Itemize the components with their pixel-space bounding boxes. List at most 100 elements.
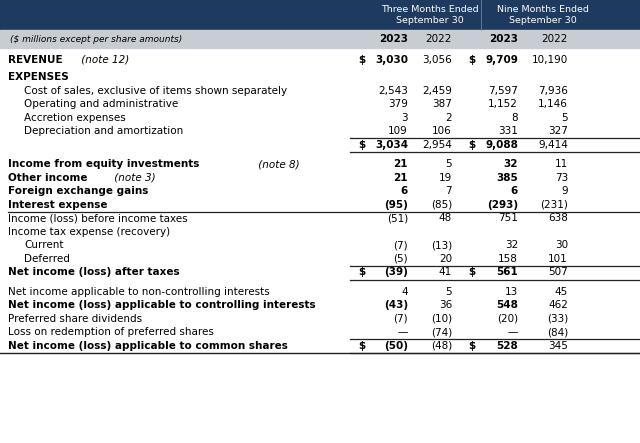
Text: 5: 5	[445, 287, 452, 297]
Text: $: $	[358, 341, 365, 351]
Text: 5: 5	[445, 159, 452, 169]
Text: 13: 13	[505, 287, 518, 297]
Text: 2: 2	[445, 113, 452, 123]
Text: 8: 8	[511, 113, 518, 123]
Text: (51): (51)	[387, 213, 408, 223]
Text: $: $	[358, 140, 365, 150]
Text: 2,954: 2,954	[422, 140, 452, 150]
Text: 6: 6	[511, 186, 518, 196]
Text: Net income (loss) applicable to controlling interests: Net income (loss) applicable to controll…	[8, 300, 316, 310]
Text: 2022: 2022	[541, 34, 568, 44]
Text: Net income (loss) after taxes: Net income (loss) after taxes	[8, 267, 180, 277]
Text: Operating and administrative: Operating and administrative	[24, 99, 179, 109]
Text: 2022: 2022	[426, 34, 452, 44]
Text: (231): (231)	[540, 200, 568, 210]
Text: (note 8): (note 8)	[255, 159, 300, 169]
Text: Income tax expense (recovery): Income tax expense (recovery)	[8, 227, 170, 237]
Text: 106: 106	[432, 126, 452, 136]
Text: 30: 30	[555, 240, 568, 250]
Text: (5): (5)	[394, 254, 408, 264]
Text: 3,030: 3,030	[375, 55, 408, 65]
Text: 11: 11	[555, 159, 568, 169]
Text: —: —	[397, 327, 408, 337]
Text: (74): (74)	[431, 327, 452, 337]
Text: 3,056: 3,056	[422, 55, 452, 65]
Text: $: $	[358, 55, 365, 65]
Text: $: $	[468, 341, 476, 351]
Text: Income (loss) before income taxes: Income (loss) before income taxes	[8, 213, 188, 223]
Text: (95): (95)	[384, 200, 408, 210]
Text: 3: 3	[401, 113, 408, 123]
Text: 7,597: 7,597	[488, 86, 518, 96]
Text: 327: 327	[548, 126, 568, 136]
Text: (84): (84)	[547, 327, 568, 337]
Text: $: $	[468, 267, 476, 277]
Text: Income from equity investments: Income from equity investments	[8, 159, 200, 169]
Text: Depreciation and amortization: Depreciation and amortization	[24, 126, 183, 136]
Text: 2023: 2023	[489, 34, 518, 44]
Text: (note 12): (note 12)	[79, 55, 130, 65]
Text: 528: 528	[496, 341, 518, 351]
Bar	[0, 30, 640, 48]
Text: 9,088: 9,088	[485, 140, 518, 150]
Text: 45: 45	[555, 287, 568, 297]
Text: 1,152: 1,152	[488, 99, 518, 109]
Text: Foreign exchange gains: Foreign exchange gains	[8, 186, 148, 196]
Text: 32: 32	[504, 159, 518, 169]
Text: Other income: Other income	[8, 173, 88, 183]
Text: 7,936: 7,936	[538, 86, 568, 96]
Text: Accretion expenses: Accretion expenses	[24, 113, 125, 123]
Text: 19: 19	[439, 173, 452, 183]
Text: 21: 21	[394, 159, 408, 169]
Text: 21: 21	[394, 173, 408, 183]
Text: 9,414: 9,414	[538, 140, 568, 150]
Text: 36: 36	[439, 300, 452, 310]
Text: Net income (loss) applicable to common shares: Net income (loss) applicable to common s…	[8, 341, 288, 351]
Text: Current: Current	[24, 240, 63, 250]
Text: ($ millions except per share amounts): ($ millions except per share amounts)	[10, 35, 182, 43]
Text: (50): (50)	[384, 341, 408, 351]
Text: 20: 20	[439, 254, 452, 264]
Text: $: $	[468, 140, 476, 150]
Text: (note 3): (note 3)	[111, 173, 156, 183]
Text: 6: 6	[401, 186, 408, 196]
Text: Deferred: Deferred	[24, 254, 70, 264]
Text: (48): (48)	[431, 341, 452, 351]
Text: (13): (13)	[431, 240, 452, 250]
Text: Net income applicable to non-controlling interests: Net income applicable to non-controlling…	[8, 287, 269, 297]
Text: (7): (7)	[394, 240, 408, 250]
Text: Three Months Ended
September 30: Three Months Ended September 30	[381, 5, 479, 25]
Text: 548: 548	[496, 300, 518, 310]
Text: 2,459: 2,459	[422, 86, 452, 96]
Text: 331: 331	[498, 126, 518, 136]
Text: 9: 9	[561, 186, 568, 196]
Text: EXPENSES: EXPENSES	[8, 72, 68, 82]
Text: 158: 158	[498, 254, 518, 264]
Text: —: —	[508, 327, 518, 337]
Text: 2,543: 2,543	[378, 86, 408, 96]
Text: 507: 507	[548, 267, 568, 277]
Text: 2023: 2023	[379, 34, 408, 44]
Text: 32: 32	[505, 240, 518, 250]
Text: 10,190: 10,190	[532, 55, 568, 65]
Text: (85): (85)	[431, 200, 452, 210]
Text: (10): (10)	[431, 314, 452, 324]
Text: (39): (39)	[384, 267, 408, 277]
Text: 109: 109	[388, 126, 408, 136]
Text: 1,146: 1,146	[538, 99, 568, 109]
Bar	[0, 0, 640, 30]
Text: REVENUE: REVENUE	[8, 55, 63, 65]
Text: 387: 387	[432, 99, 452, 109]
Text: 751: 751	[498, 213, 518, 223]
Text: (293): (293)	[487, 200, 518, 210]
Text: 7: 7	[445, 186, 452, 196]
Text: 5: 5	[561, 113, 568, 123]
Text: 3,034: 3,034	[375, 140, 408, 150]
Text: (33): (33)	[547, 314, 568, 324]
Text: 385: 385	[496, 173, 518, 183]
Text: $: $	[358, 267, 365, 277]
Text: Loss on redemption of preferred shares: Loss on redemption of preferred shares	[8, 327, 214, 337]
Text: 73: 73	[555, 173, 568, 183]
Text: 101: 101	[548, 254, 568, 264]
Text: 48: 48	[439, 213, 452, 223]
